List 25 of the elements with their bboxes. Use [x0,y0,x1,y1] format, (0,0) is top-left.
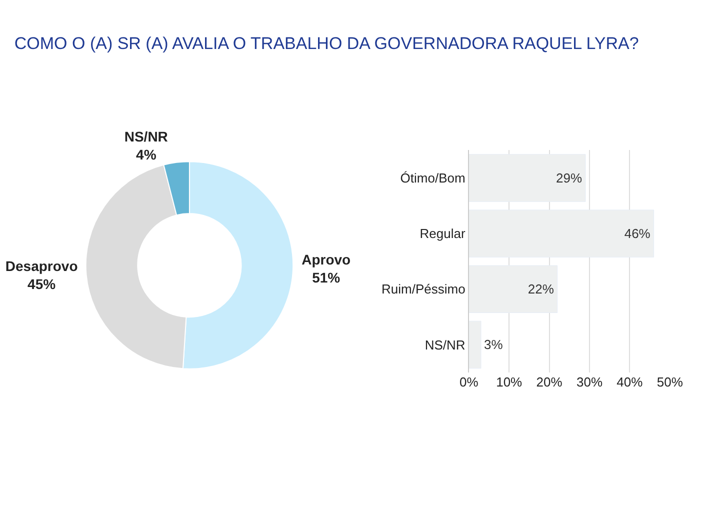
data-label: 45% [28,276,56,292]
data-label: 51% [312,270,341,286]
x-tick-label: 40% [616,374,644,390]
slice-label: NS/NR [124,128,168,145]
x-tick-label: 50% [656,374,684,390]
y-tick-label: Ruim/Péssimo [382,282,466,297]
slice-label: Desaprovo [5,258,78,274]
y-tick-label: Ótimo/Bom [400,170,466,186]
bar [468,320,482,369]
y-tick-label: Regular [420,226,466,242]
data-label: 22% [528,282,554,297]
x-tick-label: 20% [536,374,563,390]
data-label: 3% [484,337,504,352]
data-label: 29% [556,170,582,186]
bar [468,210,654,258]
x-tick-label: 0% [460,374,479,390]
bar [468,265,558,314]
bar [468,154,586,202]
chart-title: COMO O (A) SR (A) AVALIA O TRABALHO DA GOVERNADORA RAQUEL LYRA? [14,34,639,53]
slice-label: Aprovo [302,251,351,268]
y-tick-label: NS/NR [424,337,466,352]
x-tick-label: 30% [576,374,603,390]
data-label: 46% [624,226,651,242]
data-label: 4% [136,146,157,163]
x-tick-label: 10% [496,374,523,390]
